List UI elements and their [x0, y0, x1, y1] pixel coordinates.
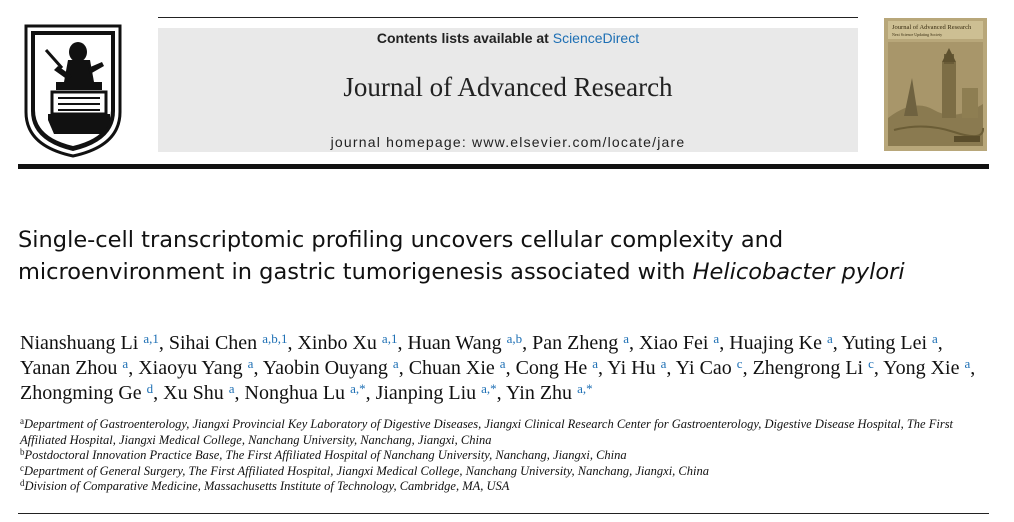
- affiliation-text: Department of Gastroenterology, Jiangxi …: [20, 417, 954, 447]
- affiliation: cDepartment of General Surgery, The Firs…: [20, 462, 995, 480]
- article-title-italic: Helicobacter pylori: [692, 259, 905, 285]
- author-name[interactable]: Yin Zhu: [505, 382, 573, 404]
- sciencedirect-link[interactable]: ScienceDirect: [552, 30, 640, 46]
- journal-banner: Contents lists available at ScienceDirec…: [158, 28, 858, 152]
- author-affiliation-marker[interactable]: a: [660, 356, 667, 371]
- author-affiliation-marker[interactable]: a,b: [506, 331, 523, 346]
- author[interactable]: Yaobin Ouyang a: [263, 357, 399, 379]
- author[interactable]: Yuting Lei a: [842, 332, 938, 354]
- article-title-main: Single-cell transcriptomic profiling unc…: [18, 227, 784, 285]
- author[interactable]: Chuan Xie a: [409, 357, 506, 379]
- author-affiliation-marker[interactable]: a,1: [143, 331, 159, 346]
- author[interactable]: Cong He a: [516, 357, 598, 379]
- header-rule: [18, 164, 989, 169]
- author-name[interactable]: Huajing Ke: [729, 332, 822, 354]
- author-affiliation-marker[interactable]: a,*: [350, 381, 366, 396]
- author-name[interactable]: Nonghua Lu: [244, 382, 346, 404]
- author-affiliation-marker[interactable]: d: [146, 381, 154, 396]
- author[interactable]: Yong Xie a: [883, 357, 970, 379]
- affiliation: aDepartment of Gastroenterology, Jiangxi…: [20, 417, 995, 448]
- author-name[interactable]: Huan Wang: [407, 332, 502, 354]
- bottom-rule: [18, 513, 989, 514]
- author[interactable]: Xiaoyu Yang a: [138, 357, 253, 379]
- author[interactable]: Yi Hu a: [607, 357, 666, 379]
- author[interactable]: Yanan Zhou a: [20, 357, 128, 379]
- author-name[interactable]: Xiaoyu Yang: [138, 357, 243, 379]
- affiliation-text: Department of General Surgery, The First…: [24, 463, 709, 478]
- author-affiliation-marker[interactable]: a,b,1: [262, 331, 288, 346]
- affiliation: bPostdoctoral Innovation Practice Base, …: [20, 448, 995, 464]
- author-name[interactable]: Yi Hu: [607, 357, 656, 379]
- author-list: Nianshuang Li a,1, Sihai Chen a,b,1, Xin…: [20, 331, 976, 404]
- author[interactable]: Nonghua Lu a,*: [245, 382, 366, 404]
- author[interactable]: Huajing Ke a: [729, 332, 833, 354]
- author-affiliation-marker[interactable]: c: [736, 356, 743, 371]
- author-name[interactable]: Zhongming Ge: [20, 382, 142, 404]
- journal-homepage: journal homepage: www.elsevier.com/locat…: [330, 134, 686, 150]
- author-affiliation-marker[interactable]: c: [868, 356, 874, 371]
- author[interactable]: Pan Zheng a: [532, 332, 629, 354]
- author-affiliation-marker[interactable]: a,*: [481, 381, 497, 396]
- author[interactable]: Yi Cao c: [676, 357, 743, 379]
- author-name[interactable]: Yaobin Ouyang: [262, 357, 388, 379]
- author-affiliation-marker[interactable]: a: [247, 356, 254, 371]
- author-name[interactable]: Zhengrong Li: [752, 357, 864, 379]
- journal-name: Journal of Advanced Research: [343, 72, 673, 102]
- affiliation-key: d: [20, 478, 25, 488]
- author[interactable]: Xu Shu a: [163, 382, 234, 404]
- author-name[interactable]: Sihai Chen: [168, 332, 258, 354]
- affiliation: dDivision of Comparative Medicine, Massa…: [20, 479, 995, 495]
- author-affiliation-marker[interactable]: a,*: [577, 381, 593, 396]
- author-name[interactable]: Pan Zheng: [532, 332, 619, 354]
- journal-cover: Journal of Advanced Research Next Scienc…: [884, 18, 987, 151]
- author-name[interactable]: Nianshuang Li: [20, 332, 139, 354]
- contents-line: Contents lists available at ScienceDirec…: [158, 30, 858, 46]
- author-name[interactable]: Xinbo Xu: [297, 332, 377, 354]
- affiliation-list: aDepartment of Gastroenterology, Jiangxi…: [20, 417, 995, 495]
- author-affiliation-marker[interactable]: a,1: [381, 331, 398, 346]
- affiliation-text: Division of Comparative Medicine, Massac…: [24, 479, 510, 493]
- publisher-logo: [24, 24, 122, 158]
- author[interactable]: Huan Wang a,b: [407, 332, 522, 354]
- contents-prefix: Contents lists available at: [376, 30, 553, 46]
- author-name[interactable]: Yi Cao: [675, 357, 732, 379]
- author-affiliation-marker[interactable]: a: [932, 331, 938, 346]
- author-name[interactable]: Jianping Liu: [375, 382, 477, 404]
- affiliation-key: b: [20, 447, 25, 457]
- author-affiliation-marker[interactable]: a: [713, 331, 720, 346]
- author-affiliation-marker[interactable]: a: [228, 381, 235, 396]
- cover-subtitle: Next Science Updating Society: [892, 32, 942, 37]
- author-name[interactable]: Cong He: [515, 357, 588, 379]
- author[interactable]: Yin Zhu a,*: [506, 382, 593, 404]
- cover-title: Journal of Advanced Research: [892, 24, 972, 31]
- author-affiliation-marker[interactable]: a: [499, 356, 506, 371]
- author-name[interactable]: Yanan Zhou: [20, 357, 118, 379]
- author-affiliation-marker[interactable]: a: [122, 356, 129, 371]
- author-affiliation-marker[interactable]: a: [592, 356, 599, 371]
- author-affiliation-marker[interactable]: a: [826, 331, 833, 346]
- author-name[interactable]: Xiao Fei: [638, 332, 709, 354]
- affiliation-key: a: [20, 416, 24, 426]
- author[interactable]: Xiao Fei a: [639, 332, 719, 354]
- affiliation-key: c: [20, 462, 24, 473]
- author-affiliation-marker[interactable]: a: [392, 356, 399, 371]
- author[interactable]: Zhengrong Li c: [753, 357, 874, 379]
- article-title: Single-cell transcriptomic profiling unc…: [18, 224, 918, 288]
- author-affiliation-marker[interactable]: a: [964, 356, 971, 371]
- affiliation-text: Postdoctoral Innovation Practice Base, T…: [24, 448, 627, 462]
- author[interactable]: Jianping Liu a,*: [376, 382, 497, 404]
- author[interactable]: Xinbo Xu a,1: [297, 332, 397, 354]
- author[interactable]: Zhongming Ge d: [20, 382, 153, 404]
- author[interactable]: Sihai Chen a,b,1: [169, 332, 288, 354]
- top-rule: [158, 17, 858, 18]
- author-name[interactable]: Chuan Xie: [408, 357, 495, 379]
- author-affiliation-marker[interactable]: a: [623, 331, 629, 346]
- author-name[interactable]: Xu Shu: [163, 382, 224, 404]
- author-name[interactable]: Yuting Lei: [842, 332, 928, 354]
- author[interactable]: Nianshuang Li a,1: [20, 332, 159, 354]
- author-name[interactable]: Yong Xie: [883, 357, 960, 379]
